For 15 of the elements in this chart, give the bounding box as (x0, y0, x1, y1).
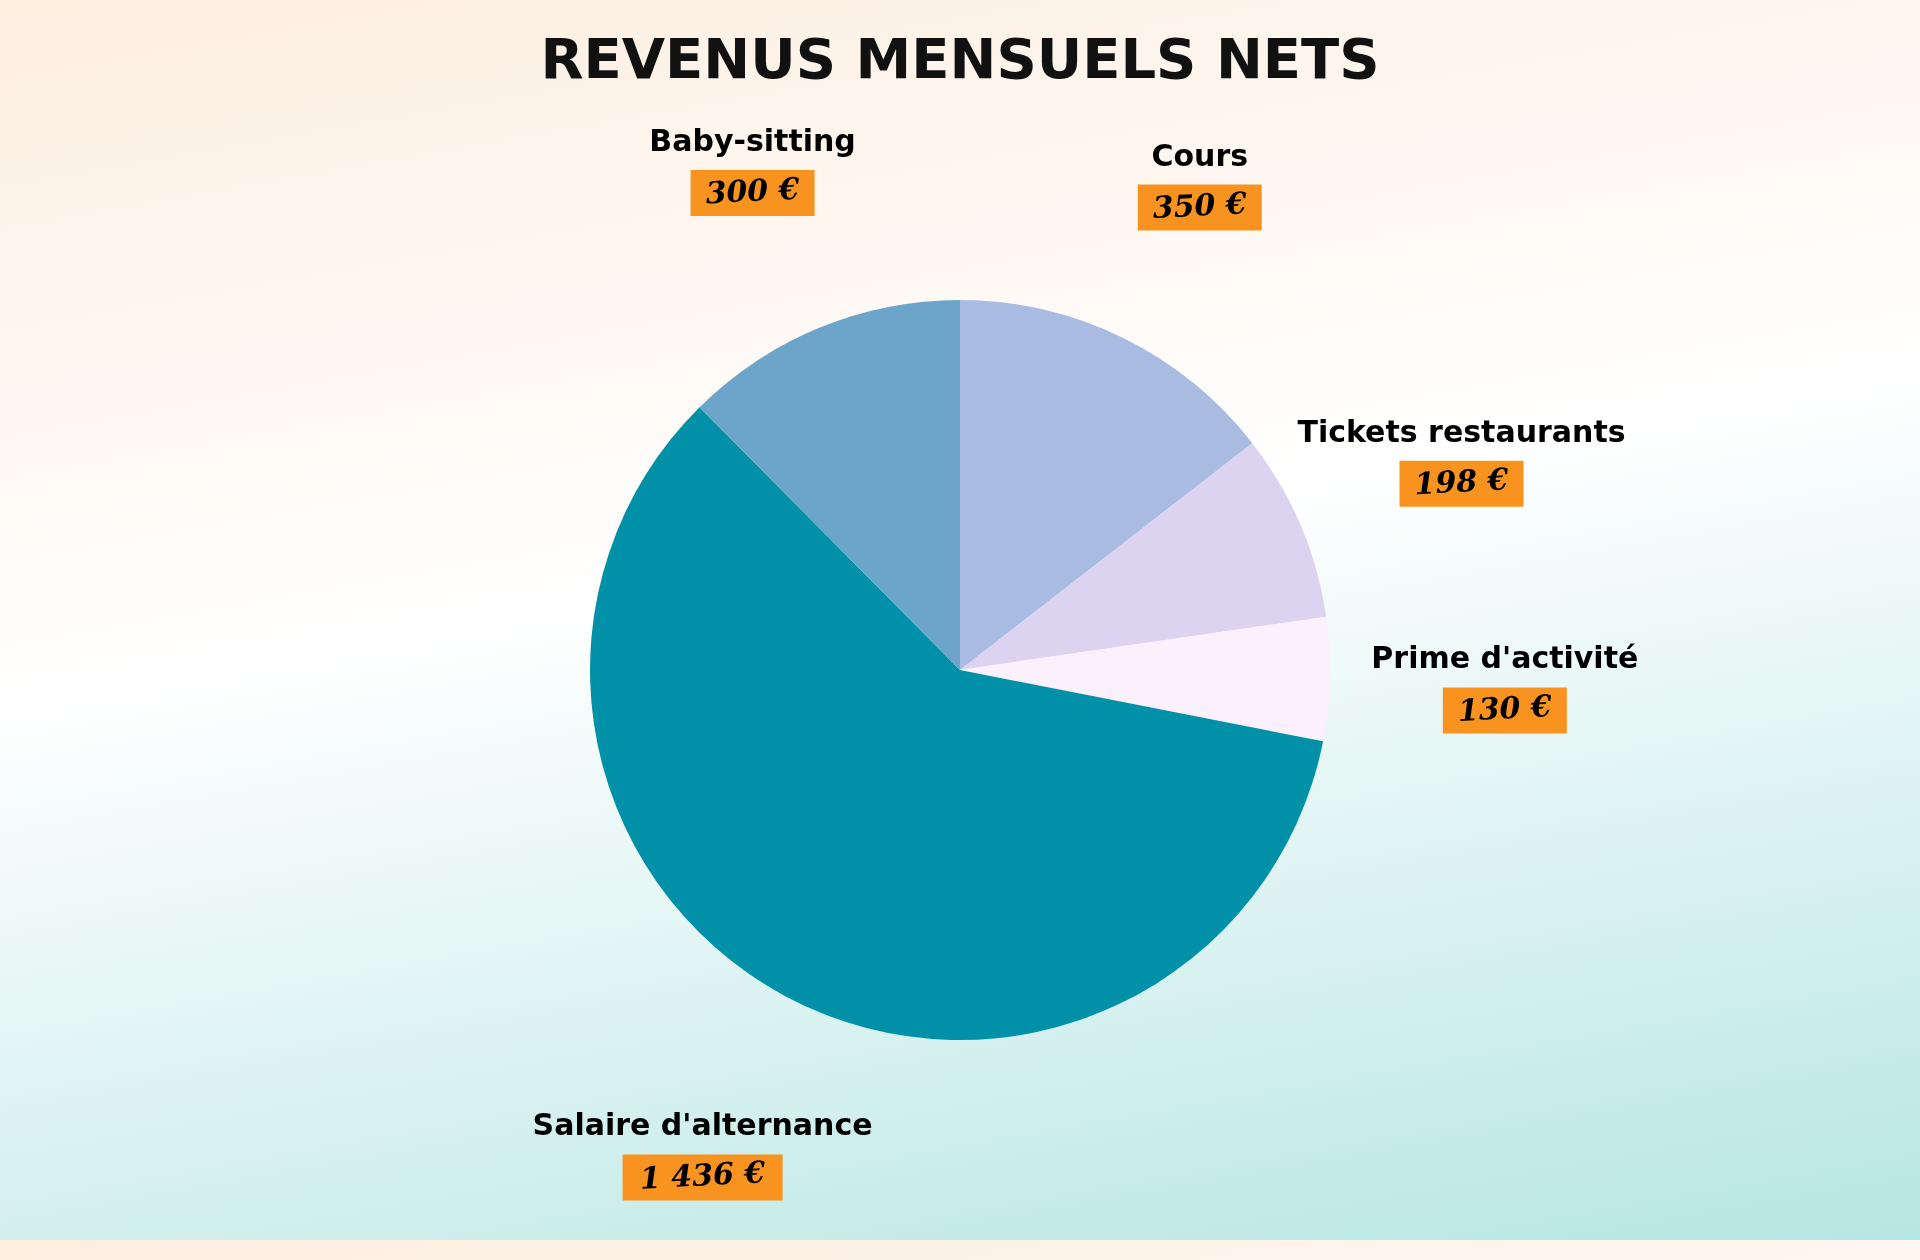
pie-slice (960, 616, 1330, 742)
data-label: 198 € (1413, 461, 1510, 502)
pie-slice (699, 300, 960, 670)
data-label: 1 436 € (639, 1154, 767, 1196)
slice-label: Prime d'activité (1371, 640, 1639, 676)
pie-slice (960, 443, 1327, 670)
data-label: 350 € (1151, 185, 1248, 225)
pie-slice (960, 300, 1253, 670)
slice-label: Cours (1151, 137, 1249, 173)
slice-label: Salaire d'alternance (532, 1107, 873, 1143)
data-label: 300 € (704, 170, 801, 211)
data-label: 130 € (1456, 688, 1553, 728)
slice-label: Baby-sitting (649, 123, 856, 159)
slice-label: Tickets restaurants (1297, 413, 1626, 449)
chart-title: REVENUS MENSUELS NETS (540, 26, 1380, 91)
